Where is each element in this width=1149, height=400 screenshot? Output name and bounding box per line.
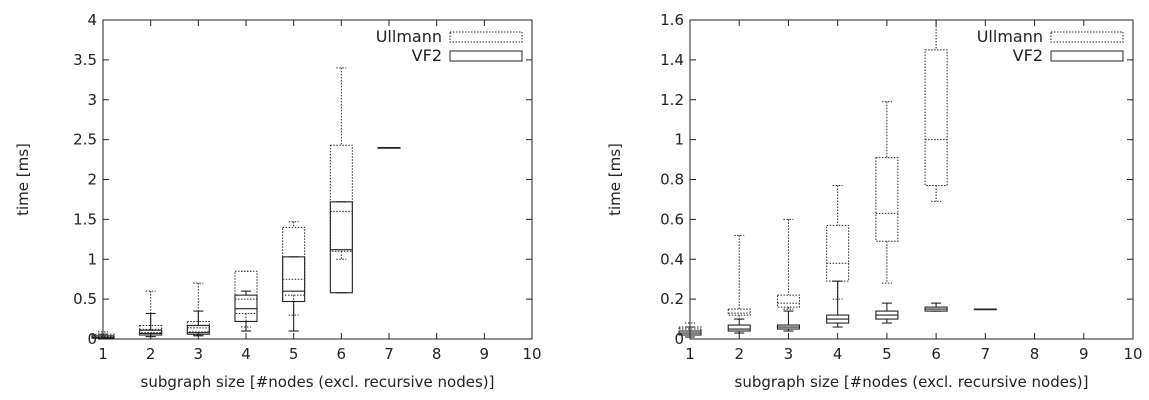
box-vf2-2 [727, 318, 751, 334]
x-tick-label: 3 [784, 345, 794, 363]
box-ullmann-4 [826, 184, 850, 300]
y-tick-label: 1 [87, 250, 97, 268]
y-tick-label: 2 [87, 171, 97, 189]
y-tick-label: 4 [87, 11, 97, 29]
box-vf2-1 [91, 333, 115, 340]
box-body [776, 294, 800, 308]
box-body [139, 329, 163, 336]
x-tick-label: 5 [882, 345, 892, 363]
x-tick-label: 1 [98, 345, 108, 363]
box-ullmann-3 [186, 282, 210, 336]
box-ullmann-4 [234, 270, 258, 328]
x-tick-label: 4 [241, 345, 251, 363]
box-vf2-5 [875, 302, 899, 324]
y-tick-label: 0.8 [660, 171, 684, 189]
box-body [826, 224, 850, 282]
series-vf2 [91, 147, 401, 340]
y-tick-label: 2.5 [73, 131, 97, 149]
legend-swatch-vf2 [1050, 50, 1124, 62]
legend-label-vf2: VF2 [1013, 46, 1043, 65]
y-tick-label: 1.5 [73, 210, 97, 228]
legend-label-ullmann: Ullmann [977, 27, 1043, 46]
box-vf2-4 [826, 280, 850, 328]
legend-label-ullmann: Ullmann [376, 27, 442, 46]
box-body [282, 256, 306, 303]
legend-swatch-ullmann [1050, 31, 1124, 43]
x-tick-label: 2 [146, 345, 156, 363]
y-tick-label: 0.4 [660, 250, 684, 268]
y-axis-label: time [ms] [14, 143, 32, 216]
y-tick-label: 1 [674, 131, 684, 149]
x-tick-label: 6 [337, 345, 347, 363]
x-tick-label: 7 [981, 345, 991, 363]
box-body [727, 308, 751, 316]
x-tick-label: 3 [194, 345, 204, 363]
box-ullmann-5 [875, 101, 899, 284]
box-vf2-4 [234, 290, 258, 332]
legend-label-vf2: VF2 [412, 46, 442, 65]
box-vf2-7 [973, 308, 997, 311]
box-body [727, 324, 751, 332]
x-tick-label: 8 [1030, 345, 1040, 363]
box-body [329, 144, 353, 252]
x-tick-label: 5 [289, 345, 299, 363]
box-vf2-3 [776, 310, 800, 332]
box-ullmann-6 [329, 67, 353, 260]
chart-panel-right: 0 0.2 0.4 0.6 0.8 1 1.2 1.4 1.6 1 2 3 4 5 6 7 8 9 10 subgra… [606, 11, 1143, 391]
x-tick-label: 7 [384, 345, 394, 363]
box-vf2-6 [924, 302, 948, 312]
y-tick-label: 0.2 [660, 290, 684, 308]
plot-frame [102, 19, 533, 340]
x-tick-label: 9 [1079, 345, 1089, 363]
series-vf2 [678, 280, 997, 338]
y-tick-label: 1.4 [660, 51, 684, 69]
box-ullmann-3 [776, 218, 800, 310]
y-tick-label: 0.5 [73, 290, 97, 308]
series-ullmann [678, 19, 948, 336]
y-tick-label: 3 [87, 91, 97, 109]
x-tick-label: 10 [522, 345, 541, 363]
x-tick-label: 2 [734, 345, 744, 363]
y-tick-label: 0 [87, 330, 97, 348]
box-body [678, 326, 702, 334]
box-ullmann-2 [727, 234, 751, 320]
box-ullmann-6 [924, 19, 948, 202]
x-tick-label: 4 [833, 345, 843, 363]
box-body [234, 270, 258, 314]
x-axis-label: subgraph size [#nodes (excl. recursive n… [141, 373, 495, 391]
y-tick-label: 0 [674, 330, 684, 348]
x-tick-label: 1 [685, 345, 695, 363]
box-vf2-5 [282, 256, 306, 332]
series-ullmann [91, 67, 353, 340]
box-body [282, 226, 306, 296]
box-vf2-7 [377, 147, 401, 149]
box-body [924, 49, 948, 186]
x-tick-label: 9 [480, 345, 490, 363]
x-tick-label: 6 [931, 345, 941, 363]
chart-panel-left: 0 0.5 1 1.5 2 2.5 3 3.5 4 1 2 3 4 5 6 7 8 9 10 subgraph siz… [14, 11, 542, 391]
y-axis-label: time [ms] [606, 143, 624, 216]
y-tick-label: 0.6 [660, 210, 684, 228]
y-tick-label: 1.2 [660, 91, 684, 109]
legend-swatch-ullmann [449, 31, 523, 43]
legend-swatch-vf2 [449, 50, 523, 62]
plot-frame [689, 19, 1134, 340]
y-tick-label: 1.6 [660, 11, 684, 29]
box-vf2-2 [139, 312, 163, 338]
x-tick-label: 10 [1123, 345, 1142, 363]
x-axis-label: subgraph size [#nodes (excl. recursive n… [735, 373, 1089, 391]
box-body [329, 201, 353, 294]
box-vf2-3 [186, 310, 210, 337]
box-vf2-6 [329, 201, 353, 294]
box-body [875, 157, 899, 242]
box-body [186, 324, 210, 335]
y-tick-label: 3.5 [73, 51, 97, 69]
x-tick-label: 8 [432, 345, 442, 363]
box-vf2-1 [678, 326, 702, 338]
